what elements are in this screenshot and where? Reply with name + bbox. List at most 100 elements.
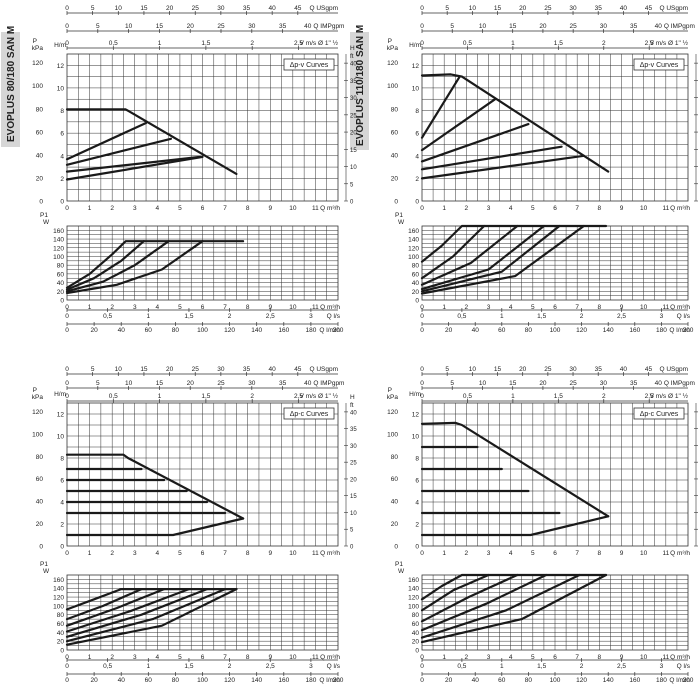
head-m-tick-label: 4 — [415, 500, 419, 507]
head-curve-1 — [420, 75, 461, 139]
lmin-tick-label: 80 — [172, 677, 180, 684]
power-tick-label: 120 — [408, 245, 419, 252]
usgpm-tick-label: 40 — [269, 5, 277, 12]
p-axis-title: P — [33, 387, 37, 394]
lmin-tick-label: 60 — [145, 677, 153, 684]
power-tick-label: 0 — [60, 298, 64, 305]
power-x-tick-label: 2 — [465, 654, 469, 661]
kpa-tick-label: 0 — [394, 199, 398, 206]
lmin-axis-title: Q l/min — [319, 677, 340, 684]
usgpm-tick-label: 20 — [519, 366, 527, 373]
power-curve-4 — [65, 588, 209, 638]
kpa-tick-label: 20 — [391, 175, 399, 182]
head-x-tick-label: 3 — [133, 205, 137, 212]
usgpm-tick-label: 20 — [519, 5, 527, 12]
kpa-tick-label: 40 — [391, 499, 399, 506]
lmin-tick-label: 180 — [305, 677, 316, 684]
head-x-axis-title: Q m³/h — [320, 205, 340, 212]
head-m-tick-label: 6 — [60, 478, 64, 485]
ls-tick-label: 1,5 — [537, 313, 546, 320]
ft-tick-label: 25 — [350, 461, 357, 467]
velocity-tick-label: 0,5 — [109, 393, 118, 400]
usgpm-tick-label: 15 — [140, 5, 148, 12]
impgpm-tick-label: 20 — [187, 23, 195, 30]
impgpm-tick-label: 5 — [96, 23, 100, 30]
lmin-tick-label: 200 — [683, 327, 694, 334]
usgpm-tick-label: 0 — [420, 366, 424, 373]
usgpm-tick-label: 20 — [166, 5, 174, 12]
lmin-tick-label: 100 — [550, 327, 561, 334]
head-x-tick-label: 7 — [575, 205, 579, 212]
power-curve-6 — [65, 588, 238, 646]
p-axis-title: P — [388, 387, 392, 394]
ft-axis-title: ft — [350, 402, 354, 409]
head-x-tick-label: 11 — [312, 550, 319, 557]
head-m-tick-label: 10 — [412, 85, 420, 92]
lmin-axis-title: Q l/min — [669, 327, 690, 334]
kpa-tick-label: 60 — [36, 129, 44, 136]
lmin-tick-label: 160 — [629, 677, 640, 684]
head-chart: 0 1 2 3 4 5 6 7 8 9 10 11 Q m³/h024681012H/m02040608… — [387, 387, 698, 557]
lmin-tick-label: 140 — [603, 677, 614, 684]
ft-tick-label: 0 — [350, 200, 354, 206]
head-x-tick-label: 9 — [268, 550, 272, 557]
kpa-axis-title: kPa — [32, 45, 44, 52]
head-curve-0 — [420, 73, 610, 173]
power-x-tick-label: 11 — [662, 654, 669, 661]
head-x-tick-label: 0 — [65, 205, 69, 212]
lmin-tick-label: 40 — [472, 327, 480, 334]
head-m-tick-label: 2 — [415, 522, 419, 529]
power-curve-3 — [65, 240, 204, 295]
legend-box — [633, 407, 685, 420]
head-x-tick-label: 9 — [620, 205, 624, 212]
lmin-tick-label: 120 — [224, 327, 235, 334]
lmin-tick-label: 200 — [333, 327, 344, 334]
head-m-tick-label: 2 — [415, 176, 419, 183]
kpa-axis-title: kPa — [32, 394, 44, 401]
power-tick-label: 80 — [412, 612, 420, 619]
power-x-tick-label: 5 — [178, 304, 182, 311]
power-tick-label: 120 — [53, 595, 64, 602]
head-x-tick-label: 0 — [65, 550, 69, 557]
power-x-tick-label: 9 — [268, 654, 272, 661]
kpa-tick-label: 80 — [36, 454, 44, 461]
power-tick-label: 140 — [53, 237, 64, 244]
kpa-tick-label: 120 — [387, 60, 398, 67]
ls-axis-title: Q l/s — [327, 663, 341, 670]
velocity-tick-label: 2 — [250, 40, 254, 47]
usgpm-tick-label: 40 — [620, 366, 628, 373]
usgpm-tick-label: 25 — [192, 366, 200, 373]
ft-tick-label: 5 — [350, 182, 354, 188]
impgpm-tick-label: 40 — [304, 380, 312, 387]
head-m-axis-title: H/m — [54, 42, 66, 49]
p-axis-title: P — [388, 38, 392, 45]
ls-tick-label: 3 — [309, 313, 313, 320]
power-x-tick-label: 0 — [420, 304, 424, 311]
impgpm-tick-label: 40 — [655, 380, 663, 387]
power-tick-label: 160 — [408, 228, 419, 235]
ls-tick-label: 2 — [580, 663, 584, 670]
ls-tick-label: 1,5 — [184, 313, 193, 320]
power-x-tick-label: 2 — [465, 304, 469, 311]
head-x-tick-label: 5 — [178, 550, 182, 557]
usgpm-axis-title: Q USgpm — [659, 5, 688, 12]
impgpm-tick-label: 0 — [420, 23, 424, 30]
velocity-tick-label: 1 — [158, 40, 162, 47]
power-tick-label: 0 — [415, 298, 419, 305]
power-tick-label: 60 — [412, 621, 420, 628]
power-curve-4 — [420, 573, 581, 639]
power-x-tick-label: 6 — [201, 654, 205, 661]
head-m-tick-label: 12 — [412, 412, 420, 419]
head-x-tick-label: 8 — [598, 550, 602, 557]
usgpm-tick-label: 25 — [544, 366, 552, 373]
lmin-tick-label: 120 — [576, 677, 587, 684]
power-curve-0 — [420, 224, 608, 263]
head-x-tick-label: 2 — [465, 205, 469, 212]
velocity-tick-label: 1 — [158, 393, 162, 400]
power-x-tick-label: 0 — [65, 654, 69, 661]
power-grid — [67, 575, 338, 650]
head-m-tick-label: 0 — [60, 199, 64, 206]
